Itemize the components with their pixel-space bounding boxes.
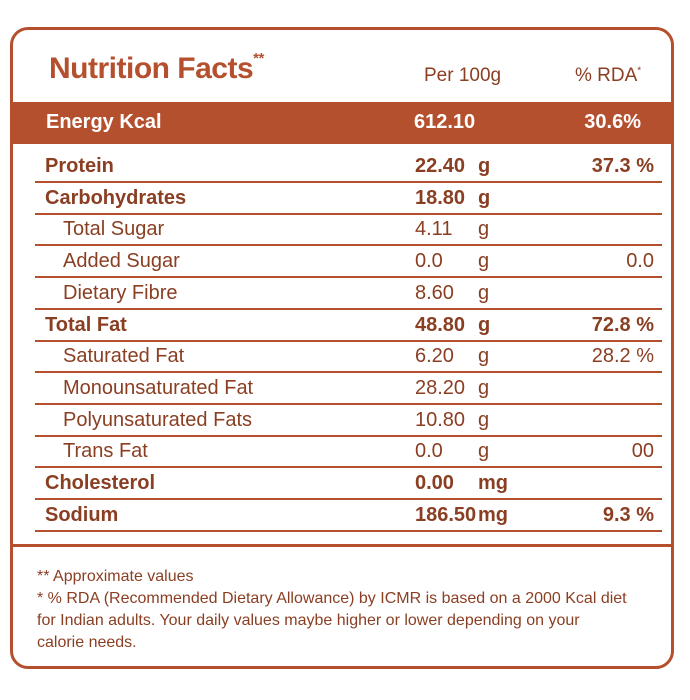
footer-divider bbox=[13, 544, 671, 547]
nutrient-name: Total Fat bbox=[45, 313, 127, 336]
table-row: Cholesterol 0.00 mg bbox=[35, 469, 662, 500]
table-row: Monounsaturated Fat 28.20 g bbox=[35, 374, 662, 405]
footnote-rda-line2: for Indian adults. Your daily values may… bbox=[37, 612, 580, 629]
nutrient-unit: g bbox=[478, 313, 491, 336]
nutrient-name: Polyunsaturated Fats bbox=[63, 408, 252, 431]
nutrient-rda: 0.0 bbox=[626, 250, 654, 273]
nutrient-name: Saturated Fat bbox=[63, 345, 185, 368]
nutrient-value: 22.40 bbox=[415, 155, 466, 177]
table-row: Saturated Fat 6.20 g 28.2 % bbox=[35, 342, 662, 374]
nutrient-value: 0.0 bbox=[415, 250, 443, 273]
nutrient-name: Cholesterol bbox=[45, 472, 156, 494]
nutrient-name: Total Sugar bbox=[63, 218, 165, 241]
nutrient-value: 18.80 bbox=[415, 186, 466, 209]
nutrient-rda: 28.2 % bbox=[591, 345, 654, 368]
energy-value: 612.10 bbox=[414, 111, 476, 133]
table-row: Protein 22.40 g 37.3 % bbox=[35, 152, 662, 183]
nutrient-value: 0.0 bbox=[415, 440, 443, 463]
nutrient-unit: g bbox=[478, 345, 490, 368]
nutrient-name: Sodium bbox=[45, 503, 119, 526]
nutrient-name: Dietary Fibre bbox=[63, 281, 178, 304]
nutrient-unit: g bbox=[478, 155, 491, 177]
table-row: Dietary Fibre 8.60 g bbox=[35, 279, 662, 310]
nutrient-unit: g bbox=[478, 440, 490, 463]
energy-row: Energy Kcal 612.10 30.6% bbox=[13, 102, 671, 144]
footnote-rda-line3: calorie needs. bbox=[37, 634, 137, 651]
title-mark: ** bbox=[253, 50, 264, 67]
table-row: Polyunsaturated Fats 10.80 g bbox=[35, 406, 662, 437]
nutrient-value: 186.50 bbox=[415, 503, 477, 526]
nutrient-value: 28.20 bbox=[415, 376, 466, 399]
nutrient-value: 0.00 bbox=[415, 472, 454, 494]
energy-rda: 30.6% bbox=[584, 111, 641, 133]
page-title: Nutrition Facts** bbox=[49, 50, 264, 86]
nutrient-name: Protein bbox=[45, 155, 114, 177]
nutrient-value: 8.60 bbox=[415, 281, 454, 304]
nutrient-unit: g bbox=[478, 408, 490, 431]
nutrient-name: Monounsaturated Fat bbox=[63, 376, 254, 399]
table-row: Trans Fat 0.0 g 00 bbox=[35, 437, 662, 469]
nutrient-rda: 72.8 % bbox=[591, 313, 654, 336]
table-row: Sodium 186.50 mg 9.3 % bbox=[35, 501, 662, 532]
table-row: Total Sugar 4.11 g bbox=[35, 215, 662, 247]
nutrition-facts-card: Nutrition Facts** Per 100g % RDA* Energy… bbox=[10, 27, 674, 669]
nutrient-name: Carbohydrates bbox=[45, 186, 187, 209]
nutrient-name: Added Sugar bbox=[63, 250, 180, 273]
nutrient-unit: g bbox=[478, 376, 490, 399]
title-text: Nutrition Facts bbox=[49, 52, 254, 85]
energy-label: Energy Kcal bbox=[46, 111, 162, 133]
rda-header-text: % RDA bbox=[575, 65, 638, 86]
nutrient-value: 10.80 bbox=[415, 408, 466, 431]
column-header-per-100g: Per 100g bbox=[424, 65, 502, 86]
nutrient-rda: 37.3 % bbox=[591, 155, 654, 177]
rda-header-mark: * bbox=[637, 65, 642, 77]
nutrient-unit: mg bbox=[478, 472, 508, 494]
nutrient-unit: g bbox=[478, 186, 491, 209]
nutrient-rda: 9.3 % bbox=[602, 503, 654, 526]
nutrient-unit: g bbox=[478, 281, 490, 304]
nutrient-value: 6.20 bbox=[415, 345, 454, 368]
nutrient-rda: 00 bbox=[631, 440, 654, 463]
nutrient-value: 48.80 bbox=[415, 313, 466, 336]
nutrient-unit: mg bbox=[478, 503, 508, 526]
nutrient-name: Trans Fat bbox=[63, 440, 148, 463]
footnote-rda-line1: * % RDA (Recommended Dietary Allowance) … bbox=[37, 590, 627, 607]
footnote-approx: ** Approximate values bbox=[37, 568, 194, 585]
nutrient-unit: g bbox=[478, 250, 490, 273]
table-row: Carbohydrates 18.80 g bbox=[35, 184, 662, 215]
table-row: Added Sugar 0.0 g 0.0 bbox=[35, 247, 662, 279]
nutrient-value: 4.11 bbox=[415, 218, 453, 241]
column-header-rda: % RDA* bbox=[575, 65, 641, 87]
table-row: Total Fat 48.80 g 72.8 % bbox=[35, 311, 662, 342]
nutrient-unit: g bbox=[478, 218, 490, 241]
